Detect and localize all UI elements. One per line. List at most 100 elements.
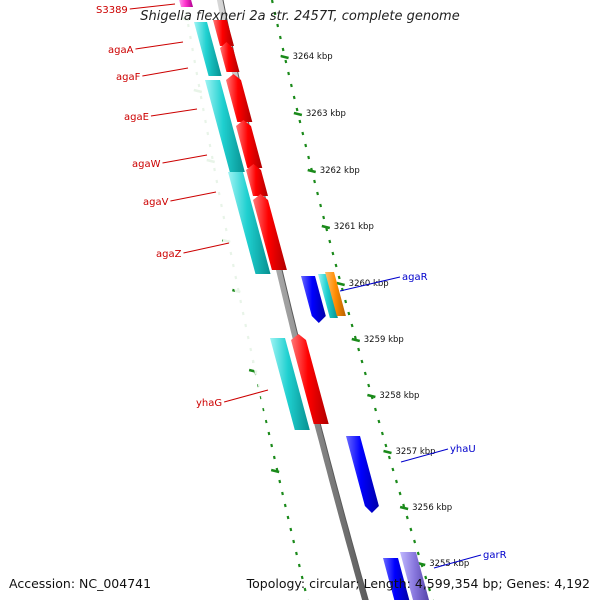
- cds-agaA[interactable]: [194, 22, 222, 76]
- gene-label-yhaU[interactable]: yhaU: [450, 444, 476, 455]
- feature-agaR-orange[interactable]: [325, 272, 346, 316]
- ruler-dash-outer: [367, 383, 371, 388]
- ruler-dash-outer: [281, 47, 285, 52]
- gene-agaE[interactable]: [226, 74, 253, 122]
- gene-agaR[interactable]: [301, 276, 326, 323]
- ruler-dash-inner: [267, 431, 271, 436]
- gene-S3389[interactable]: [178, 0, 193, 7]
- ruler-dash-outer: [276, 23, 280, 28]
- gene-label-yhaG[interactable]: yhaG: [196, 398, 222, 409]
- ruler-dash-outer: [384, 443, 388, 448]
- ruler-dash-inner: [264, 419, 268, 424]
- ruler-dash-outer: [377, 419, 381, 424]
- gene-agaV[interactable]: [246, 164, 268, 196]
- leader-line: [183, 242, 230, 254]
- ruler-dash-inner: [283, 503, 287, 508]
- leader-line: [339, 276, 401, 292]
- kbp-label: 3262 kbp: [320, 166, 360, 176]
- leader-line: [433, 554, 482, 569]
- ruler-dash-outer: [295, 107, 299, 112]
- ruler-dash-inner: [292, 539, 296, 544]
- ruler-dash-outer: [270, 0, 274, 4]
- genome-summary-text: Topology: circular; Length: 4,599,354 bp…: [246, 576, 590, 591]
- ruler-tick: [399, 505, 409, 511]
- ruler-dash-outer: [319, 203, 323, 208]
- ruler-dash-outer: [424, 575, 428, 580]
- ruler-dash-outer: [360, 359, 364, 364]
- cds-yhaG[interactable]: [270, 338, 310, 430]
- gene-yhaG[interactable]: [291, 334, 329, 424]
- gene-agaW[interactable]: [236, 120, 263, 168]
- ruler-dash-outer: [416, 551, 420, 556]
- leader-line: [170, 191, 217, 202]
- cds-agaZ[interactable]: [228, 172, 271, 274]
- kbp-label: 3258 kbp: [379, 391, 419, 401]
- gene-agaF[interactable]: [220, 42, 240, 72]
- kbp-label: 3264 kbp: [293, 52, 333, 62]
- gene-label-S3389[interactable]: S3389: [96, 5, 128, 16]
- cds-agaE[interactable]: [205, 80, 245, 172]
- ruler-major-tick: [270, 468, 280, 474]
- ruler-tick: [351, 337, 361, 343]
- ruler-dash-outer: [287, 71, 291, 76]
- gene-agaA[interactable]: [213, 20, 234, 46]
- ruler-dash-outer: [304, 143, 308, 148]
- ruler-tick: [293, 111, 303, 117]
- ruler-dash-outer: [347, 311, 351, 316]
- ruler-dash-inner: [300, 575, 304, 580]
- gene-label-agaF[interactable]: agaF: [116, 72, 141, 83]
- cds-agaR[interactable]: [318, 274, 338, 318]
- ruler-dash-outer: [307, 155, 311, 160]
- gene-label-agaZ[interactable]: agaZ: [156, 249, 182, 260]
- ruler-tick: [321, 224, 331, 230]
- ruler-dash-outer: [328, 239, 332, 244]
- ruler-tick: [336, 281, 345, 287]
- leader-line: [129, 3, 176, 10]
- ruler-dash-outer: [363, 371, 367, 376]
- ruler-dash-inner: [303, 587, 307, 592]
- ruler-dash-outer: [427, 587, 432, 592]
- gene-label-agaA[interactable]: agaA: [108, 45, 134, 56]
- ruler-dash-outer: [273, 11, 277, 16]
- ruler-dash-inner: [272, 455, 276, 460]
- gene-label-agaR[interactable]: agaR: [402, 272, 428, 283]
- kbp-label: 3261 kbp: [334, 222, 374, 232]
- ruler-tick: [383, 449, 392, 455]
- ruler-dash-outer: [409, 527, 413, 532]
- ruler-dash-outer: [374, 407, 377, 412]
- ruler-dash-outer: [405, 515, 409, 520]
- ruler-dash-inner: [286, 515, 290, 520]
- ruler-dash-inner: [295, 551, 298, 556]
- ruler-dash-outer: [322, 215, 326, 220]
- ruler-dash-inner: [270, 443, 274, 448]
- ruler-dash-outer: [398, 491, 402, 496]
- feature-garR-lavender[interactable]: [400, 552, 429, 600]
- leader-line: [224, 389, 269, 403]
- ruler-dash-outer: [284, 59, 288, 64]
- ruler-dash-outer: [292, 95, 296, 100]
- gene-yhaU[interactable]: [346, 436, 379, 513]
- ruler-tick: [307, 168, 317, 174]
- ruler-dash-outer: [413, 539, 417, 544]
- ruler-dash-outer: [298, 119, 302, 124]
- ruler-dash-outer: [316, 191, 320, 196]
- gene-label-garR[interactable]: garR: [483, 550, 507, 561]
- gene-label-agaW[interactable]: agaW: [132, 159, 161, 170]
- ruler-dash-outer: [391, 467, 395, 472]
- gene-label-agaE[interactable]: agaE: [124, 112, 149, 123]
- gene-garR[interactable]: [383, 558, 410, 600]
- gene-label-agaV[interactable]: agaV: [143, 197, 169, 208]
- ruler-dash-outer: [325, 227, 329, 232]
- ruler-dash-inner: [278, 479, 282, 484]
- ruler-dash-outer: [357, 347, 361, 352]
- kbp-label: 3257 kbp: [395, 447, 435, 457]
- gene-agaZ[interactable]: [253, 194, 287, 270]
- kbp-label: 3259 kbp: [364, 335, 404, 345]
- leader-line: [400, 448, 449, 463]
- ruler-dash-outer: [394, 479, 398, 484]
- accession-text: Accession: NC_004741: [9, 576, 152, 591]
- ruler-dash-outer: [301, 131, 305, 136]
- ruler-dash-outer: [353, 335, 357, 340]
